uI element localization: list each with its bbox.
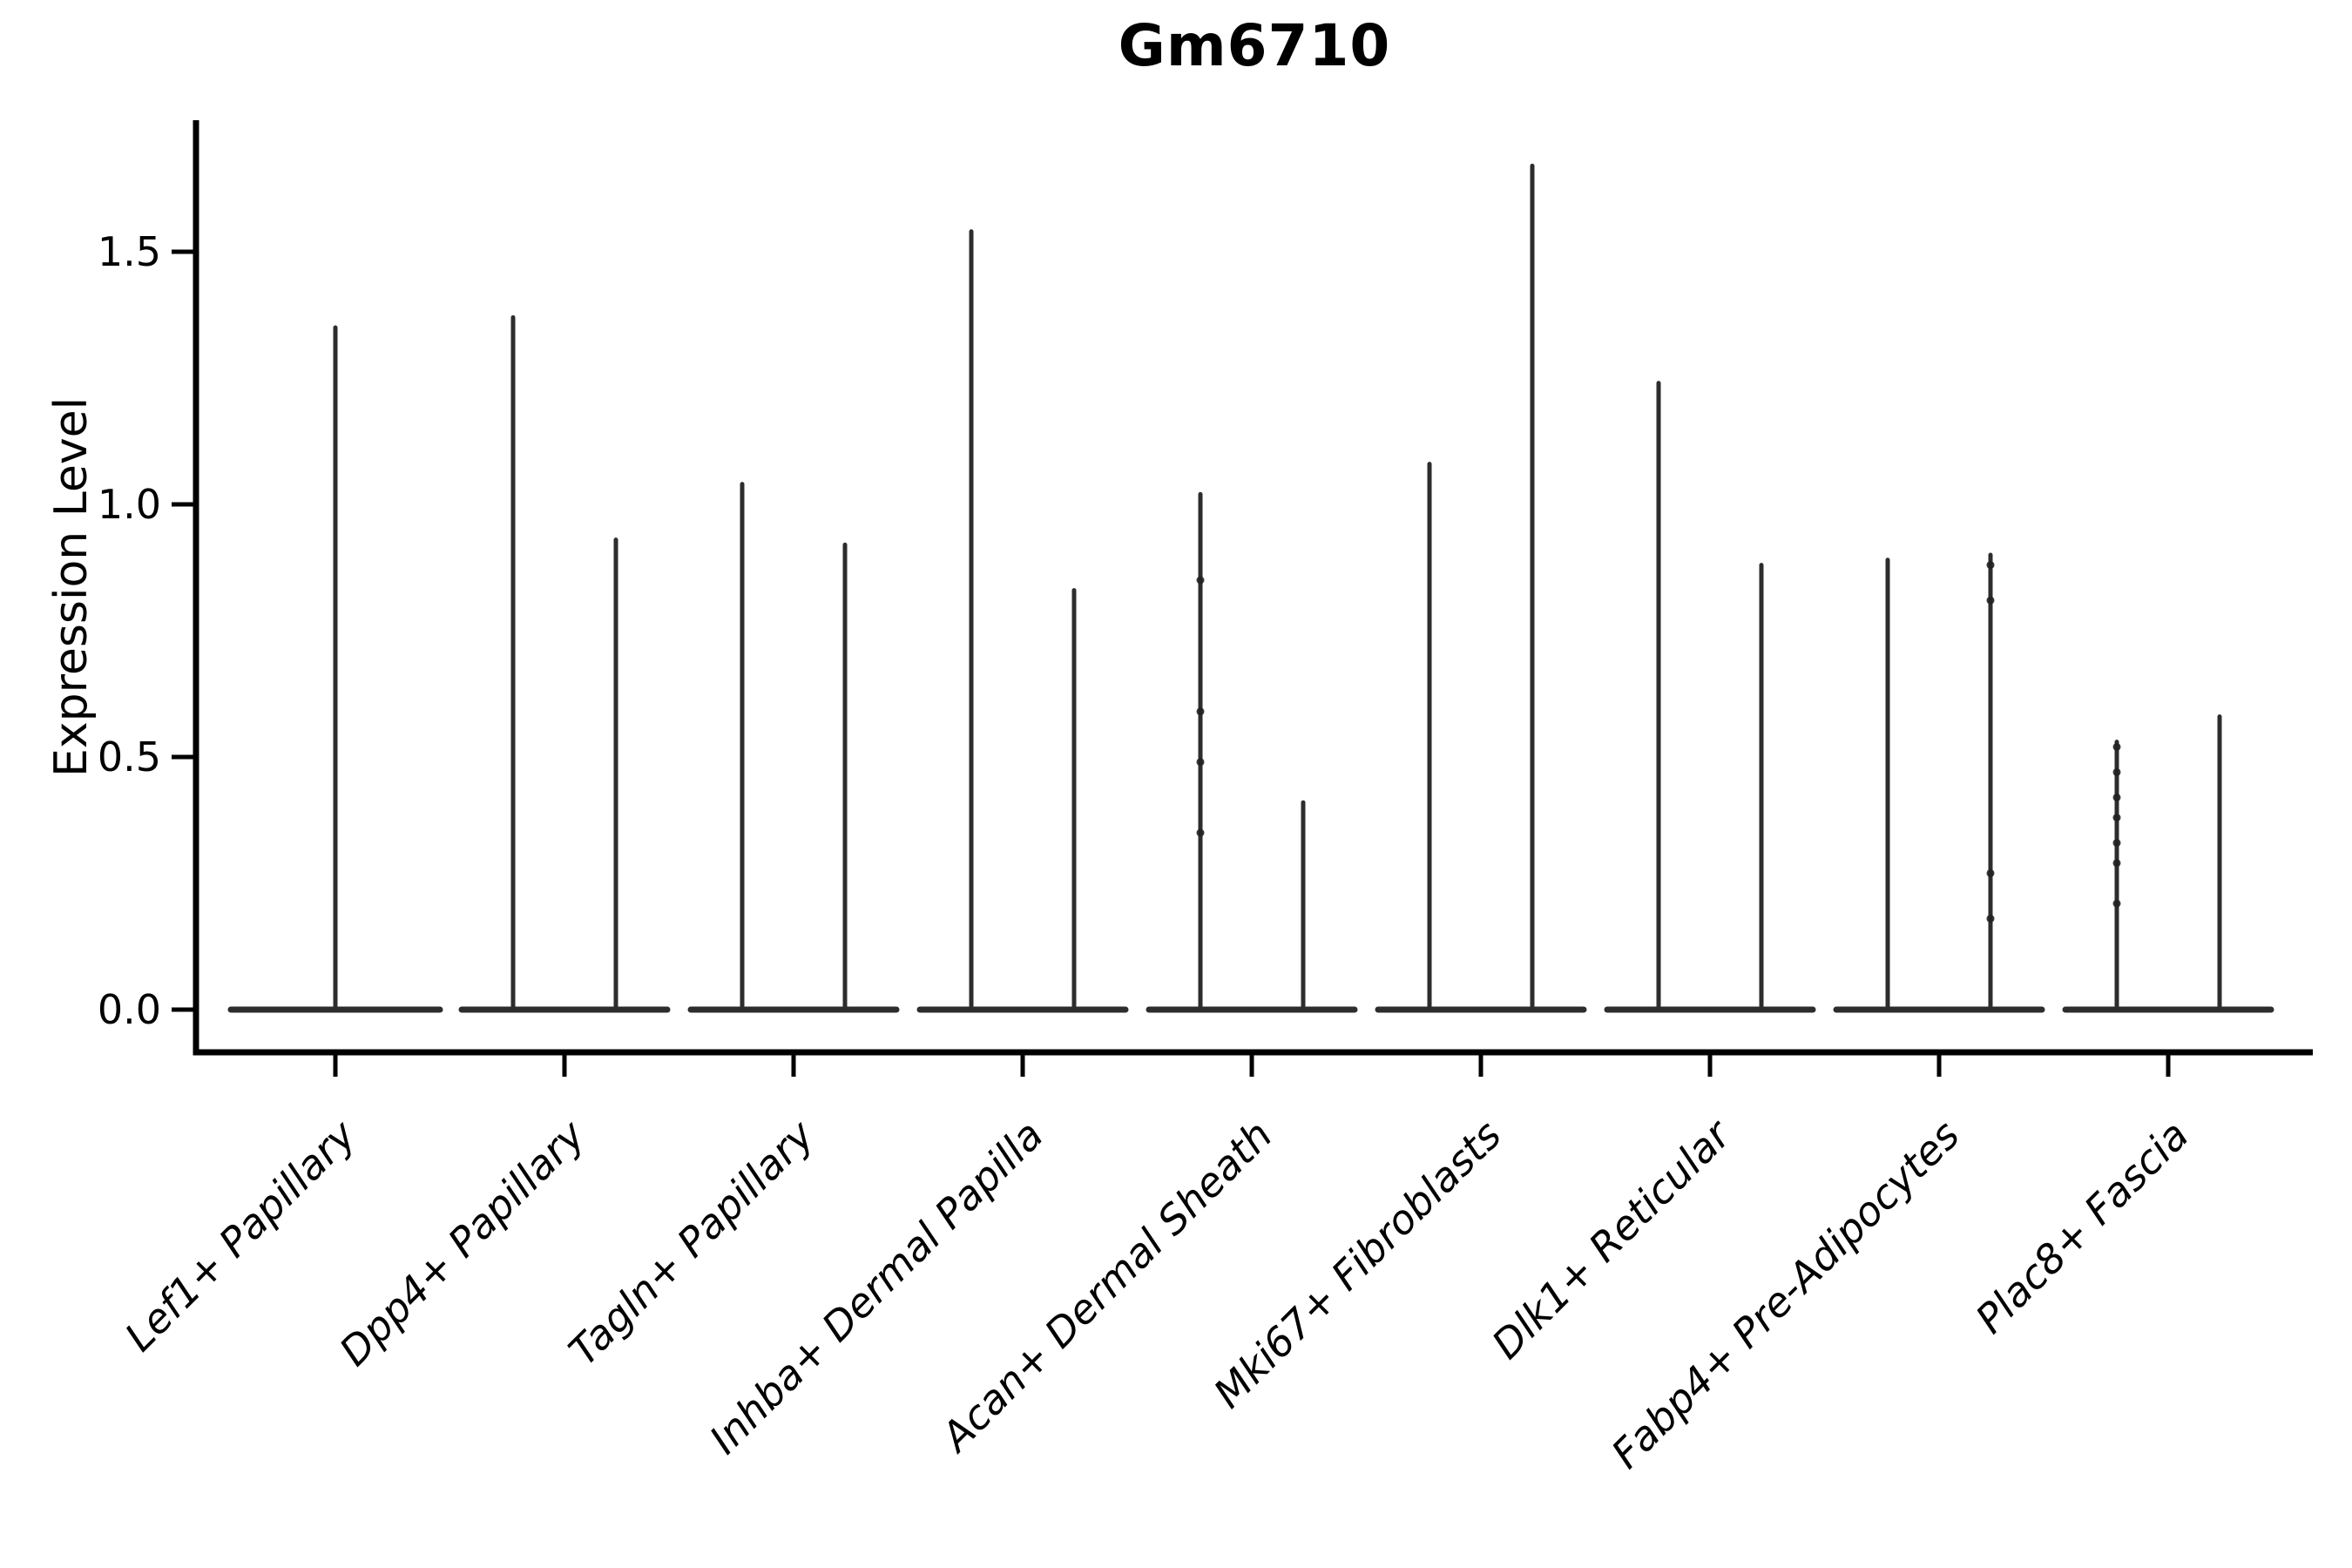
x-tick-label-8: Plac8+ Fascia	[1966, 1112, 2197, 1342]
jitter-point-8-0-5	[2112, 859, 2121, 868]
x-tick-label-1: Dpp4+ Papillary	[330, 1111, 594, 1375]
jitter-point-8-0-6	[2112, 899, 2121, 908]
x-tick-label-2: Tagln+ Papillary	[559, 1111, 823, 1375]
jitter-point-4-0-0	[1196, 576, 1205, 585]
jitter-point-7-1-1	[1986, 596, 1995, 605]
jitter-point-4-0-2	[1196, 758, 1205, 767]
jitter-point-8-0-2	[2112, 793, 2121, 801]
chart-title: Gm6710	[1118, 12, 1391, 79]
jitter-point-7-1-2	[1986, 868, 1995, 877]
x-tick-label-6: Dlk1+ Reticular	[1483, 1109, 1741, 1368]
jitter-point-7-1-0	[1986, 561, 1995, 570]
jitter-point-4-0-1	[1196, 707, 1205, 716]
jitter-point-8-0-0	[2112, 742, 2121, 751]
jitter-point-8-0-3	[2112, 814, 2121, 822]
jitter-point-7-1-3	[1986, 915, 1995, 923]
jitter-point-8-0-4	[2112, 839, 2121, 848]
y-tick-label-2: 1.0	[98, 481, 161, 528]
x-tick-label-0: Lef1+ Papillary	[116, 1111, 365, 1360]
jitter-point-4-0-3	[1196, 828, 1205, 837]
y-tick-label-1: 0.5	[98, 733, 161, 781]
jitter-point-8-0-1	[2112, 767, 2121, 776]
y-tick-label-0: 0.0	[98, 986, 161, 1033]
y-tick-label-3: 1.5	[98, 228, 161, 275]
